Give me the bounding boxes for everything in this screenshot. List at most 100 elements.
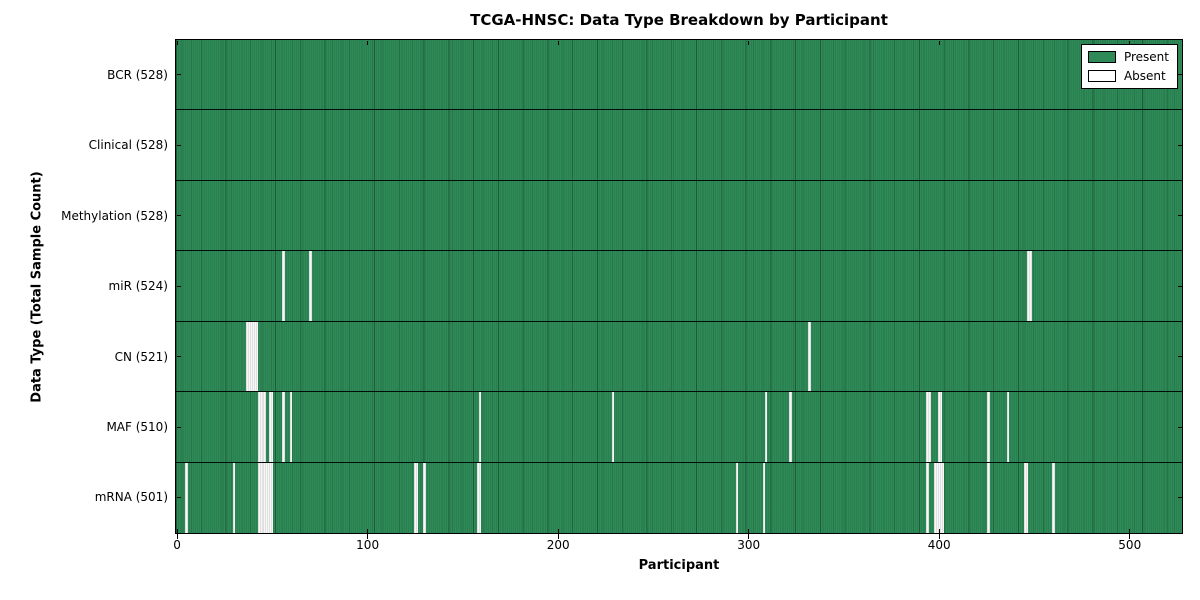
absent-cell [478, 392, 482, 462]
x-tick-mark [938, 529, 940, 534]
x-tick-mark [367, 41, 369, 46]
absent-cell [415, 462, 419, 533]
x-tick-mark [557, 529, 559, 534]
absent-cell [1029, 251, 1032, 321]
legend-label: Present [1123, 50, 1169, 64]
absent-cell [762, 462, 765, 533]
absent-cell [937, 392, 941, 462]
y-tick-mark [1177, 356, 1182, 358]
x-tick-mark [1129, 41, 1131, 46]
absent-cell [261, 392, 264, 462]
present-swatch [1087, 51, 1116, 63]
y-tick-label: CN (521) [114, 349, 168, 364]
x-tick-label: 300 [737, 538, 761, 552]
y-tick-mark [1177, 144, 1182, 146]
absent-cell [423, 462, 426, 533]
absent-cell [928, 392, 931, 462]
absent-cell [269, 392, 272, 462]
x-tick-mark [176, 41, 178, 46]
datatype-row-Methylation [176, 181, 1182, 252]
y-tick-mark [1177, 215, 1182, 217]
absent-cell [1023, 462, 1026, 533]
y-tick-mark [177, 356, 182, 358]
absent-cell [735, 462, 739, 533]
y-tick-label: MAF (510) [106, 420, 168, 435]
chart-title: TCGA-HNSC: Data Type Breakdown by Partic… [470, 11, 888, 29]
absent-cell [764, 392, 767, 462]
x-tick-label: 100 [356, 538, 380, 552]
absent-cell [612, 392, 615, 462]
absent-cell [257, 392, 261, 462]
y-tick-label: miR (524) [108, 279, 168, 294]
absent-swatch [1087, 70, 1116, 82]
x-tick-label: 500 [1118, 538, 1142, 552]
absent-cell [939, 462, 943, 533]
absent-cell [936, 462, 939, 533]
absent-cell [185, 462, 188, 533]
absent-cell [232, 462, 236, 533]
absent-cell [259, 462, 262, 533]
absent-cell [926, 392, 929, 462]
x-tick-mark [367, 529, 369, 534]
absent-cell [934, 462, 937, 533]
x-tick-label: 200 [546, 538, 570, 552]
absent-cell [939, 392, 943, 462]
absent-cell [808, 321, 811, 392]
absent-cell [261, 462, 264, 533]
absent-cell [1025, 462, 1028, 533]
absent-cell [309, 251, 312, 321]
y-tick-label: Clinical (528) [88, 138, 168, 153]
x-axis-label: Participant [638, 558, 720, 573]
x-tick-mark [938, 41, 940, 46]
y-tick-mark [177, 496, 182, 498]
absent-cell [257, 462, 261, 533]
x-tick-mark [748, 41, 750, 46]
absent-cell [263, 392, 266, 462]
absent-cell [259, 392, 262, 462]
datatype-row-miR [176, 251, 1182, 322]
absent-cell [265, 462, 268, 533]
absent-cell [271, 462, 274, 533]
datatype-row-BCR [176, 40, 1182, 111]
x-tick-mark [557, 532, 559, 539]
absent-cell [248, 321, 251, 392]
absent-cell [282, 251, 285, 321]
absent-cell [789, 392, 792, 462]
x-tick-mark [557, 41, 559, 46]
absent-cell [413, 462, 417, 533]
absent-cell [290, 392, 293, 462]
x-tick-mark [748, 529, 750, 534]
y-tick-mark [1177, 285, 1182, 287]
x-tick-mark [1129, 529, 1131, 534]
absent-cell [250, 321, 253, 392]
x-tick-mark [367, 532, 369, 539]
legend-label: Absent [1123, 69, 1166, 83]
absent-cell [255, 321, 259, 392]
y-tick-label: Methylation (528) [61, 208, 168, 223]
y-tick-mark [1177, 496, 1182, 498]
absent-cell [987, 462, 990, 533]
y-tick-mark [177, 144, 182, 146]
plot-area: Present Absent [175, 39, 1183, 534]
absent-cell [1027, 251, 1030, 321]
absent-cell [269, 462, 272, 533]
absent-cell [252, 321, 255, 392]
y-tick-mark [1177, 426, 1182, 428]
datatype-row-mRNA [176, 462, 1182, 533]
x-tick-label: 400 [927, 538, 951, 552]
absent-cell [987, 392, 990, 462]
absent-cell [926, 462, 929, 533]
x-tick-mark [748, 532, 750, 539]
x-tick-mark [176, 529, 178, 534]
datatype-row-CN [176, 321, 1182, 393]
absent-cell [937, 462, 941, 533]
absent-cell [1006, 392, 1009, 462]
legend: Present Absent [1080, 44, 1178, 89]
datatype-row-MAF [176, 392, 1182, 463]
y-tick-mark [1177, 74, 1182, 76]
absent-cell [267, 462, 270, 533]
absent-cell [253, 321, 257, 392]
x-tick-mark [938, 532, 940, 539]
datatype-row-Clinical [176, 110, 1182, 181]
